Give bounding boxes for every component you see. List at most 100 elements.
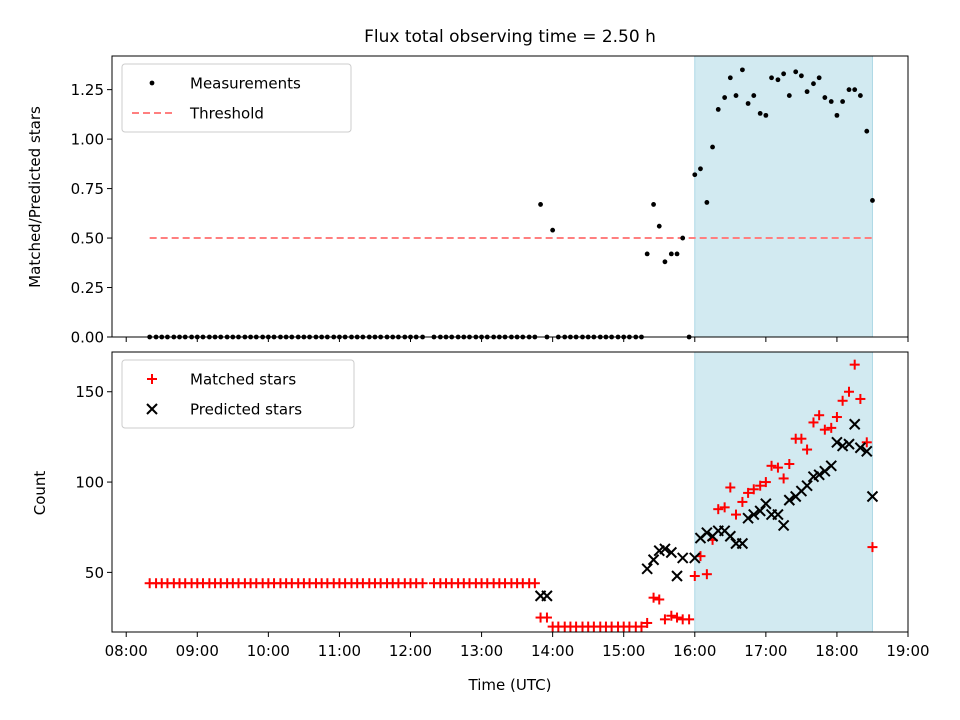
matched-stars-point (737, 496, 748, 507)
measurements-point (745, 101, 751, 106)
predicted-stars-point (742, 512, 754, 524)
measurements-point (846, 87, 852, 93)
measurements-point (870, 198, 875, 203)
measurements-point (668, 251, 674, 257)
predicted-stars-point (831, 436, 843, 449)
y-tick-label: 50 (85, 564, 104, 582)
measurements-point (786, 93, 792, 98)
matched-stars-point (760, 477, 771, 488)
matched-stars-point (755, 480, 766, 491)
matched-stars-point (666, 610, 677, 621)
predicted-stars-point (760, 498, 772, 510)
matched-stars-point (689, 571, 700, 581)
x-tick-label: 17:00 (744, 642, 787, 660)
measurements-point (740, 67, 745, 73)
matched-stars-point (748, 484, 759, 495)
legend-predicted-stars-swatch (146, 403, 158, 415)
measurements-point (840, 99, 846, 104)
matched-stars-point (808, 417, 819, 428)
predicted-stars-point (641, 563, 653, 575)
legend: Matched stars Predicted stars (121, 359, 355, 429)
matched-stars-point (772, 462, 783, 473)
measurements-point (733, 93, 739, 98)
legend-entry: Predicted stars (190, 401, 302, 419)
matched-stars-point (766, 460, 777, 471)
top-panel: Flux total observing time = 2.50 h 0.00 0… (26, 27, 909, 347)
matched-stars-point (855, 393, 866, 404)
matched-stars-point (844, 386, 855, 397)
y-tick-label: 0.50 (71, 230, 104, 248)
measurements-point (656, 223, 662, 229)
measurements-point (793, 69, 799, 75)
matched-stars-point (642, 617, 653, 628)
measurements-point (811, 81, 816, 87)
x-tick-label: 14:00 (531, 642, 574, 660)
matched-stars-point (796, 433, 807, 444)
x-tick-label: 13:00 (460, 642, 503, 660)
legend-entry: Measurements (190, 75, 301, 93)
measurements-point (680, 235, 686, 241)
measurements-point (651, 202, 656, 207)
matched-stars-point (654, 594, 665, 605)
predicted-stars-point (689, 552, 701, 564)
x-tick-label: 19:00 (886, 642, 929, 660)
matched-stars-point (819, 424, 830, 435)
predicted-stars-point (861, 445, 873, 458)
y-tick-label: 0.75 (71, 180, 104, 198)
measurements-point (804, 89, 810, 95)
measurements-point (715, 107, 721, 112)
y-tick-label: 150 (75, 383, 104, 401)
x-tick-label: 09:00 (176, 642, 219, 660)
y-tick-label: 100 (75, 474, 104, 492)
bottom-axes-frame (111, 351, 909, 633)
measurements-point (710, 144, 715, 150)
x-tick-label: 10:00 (247, 642, 290, 660)
measurements-point (704, 200, 710, 205)
matched-stars-point (672, 612, 683, 623)
measurements-point (822, 95, 828, 100)
measurements-point (722, 95, 728, 100)
matched-stars-point (636, 621, 647, 632)
matched-stars-point (659, 614, 670, 625)
x-tick-label: 11:00 (318, 642, 361, 660)
matched-stars-point (802, 444, 813, 455)
predicted-stars-point (772, 508, 784, 521)
legend-box (121, 359, 355, 429)
predicted-stars-point (724, 530, 737, 542)
predicted-stars-point (665, 546, 678, 559)
x-tick-label: 18:00 (815, 642, 858, 660)
top-axes-frame (111, 55, 909, 338)
matched-stars-point (725, 482, 736, 493)
measurements-point (828, 99, 834, 104)
matched-stars-point (784, 459, 795, 469)
measurements-point (857, 93, 863, 98)
y-tick-label: 0.00 (71, 329, 104, 347)
predicted-stars-point (813, 469, 825, 481)
measurements-point (769, 75, 774, 81)
legend-entry: Threshold (189, 105, 264, 123)
predicted-stars-point (671, 570, 683, 582)
legend-measurements-swatch (149, 80, 155, 86)
y-axis-label: Count (31, 471, 49, 516)
measurements-point (751, 93, 757, 98)
predicted-stars-point (848, 418, 861, 430)
matched-stars-point (648, 592, 659, 603)
measurements-point (727, 75, 733, 81)
x-axis-label: Time (UTC) (468, 676, 552, 694)
matched-stars-point (417, 578, 428, 589)
x-tick-label: 16:00 (673, 642, 716, 660)
measurements-point (698, 166, 703, 172)
measurements-point (852, 87, 858, 93)
predicted-stars-point (736, 537, 749, 550)
predicted-stars-point (866, 490, 879, 503)
matched-stars-point (826, 422, 837, 433)
predicted-stars-point (659, 543, 671, 555)
predicted-stars-point (701, 526, 713, 539)
predicted-stars-point (541, 590, 553, 602)
x-tick-label: 08:00 (105, 642, 148, 660)
measurements-point (763, 112, 769, 118)
predicted-stars-point (825, 460, 837, 472)
measurements-point (816, 75, 822, 81)
legend-entry: Matched stars (190, 371, 296, 389)
